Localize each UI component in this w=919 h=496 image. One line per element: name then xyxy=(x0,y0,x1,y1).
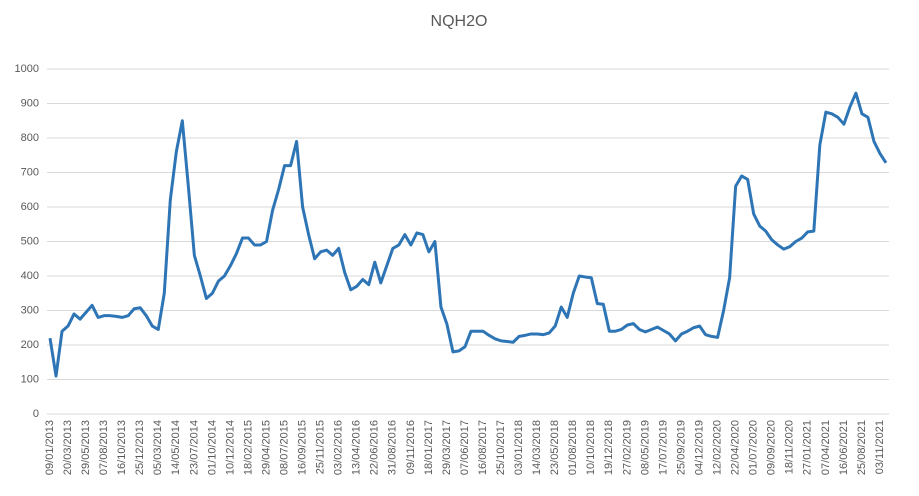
data-line xyxy=(48,91,888,378)
y-tick-label: 700 xyxy=(21,166,39,178)
x-tick-label: 31/08/2016 xyxy=(387,420,399,475)
y-tick-label: 900 xyxy=(21,97,39,109)
y-tick-label: 400 xyxy=(21,270,39,282)
x-tick-label: 03/02/2016 xyxy=(333,420,345,475)
x-tick-label: 07/06/2017 xyxy=(459,420,471,475)
x-tick-label: 25/12/2013 xyxy=(134,420,146,475)
y-tick-label: 800 xyxy=(21,132,39,144)
x-tick-label: 16/08/2017 xyxy=(477,420,489,475)
y-tick-label: 0 xyxy=(33,408,39,420)
x-tick-label: 17/07/2019 xyxy=(657,420,669,475)
x-tick-label: 03/11/2021 xyxy=(874,420,886,474)
y-tick-label: 600 xyxy=(21,201,39,213)
x-tick-label: 09/09/2020 xyxy=(766,420,778,475)
x-tick-label: 18/11/2020 xyxy=(784,420,796,474)
x-tick-label: 07/08/2013 xyxy=(98,420,110,475)
x-tick-label: 22/06/2016 xyxy=(369,420,381,475)
x-tick-label: 25/11/2015 xyxy=(315,420,327,474)
x-tick-label: 01/10/2014 xyxy=(206,420,218,475)
x-tick-label: 10/12/2014 xyxy=(224,420,236,475)
y-tick-label: 200 xyxy=(21,339,39,351)
x-tick-label: 25/10/2017 xyxy=(495,420,507,475)
x-tick-label: 09/11/2016 xyxy=(405,420,417,474)
x-tick-label: 08/05/2019 xyxy=(639,420,651,475)
y-tick-label: 1000 xyxy=(15,63,39,75)
x-tick-label: 04/12/2019 xyxy=(693,420,705,475)
x-tick-label: 19/12/2018 xyxy=(603,420,615,475)
x-tick-label: 20/03/2013 xyxy=(62,420,74,475)
x-tick-label: 01/07/2020 xyxy=(748,420,760,475)
x-tick-label: 13/04/2016 xyxy=(351,420,363,475)
x-tick-label: 25/09/2019 xyxy=(675,420,687,475)
chart-title: NQH2O xyxy=(431,13,488,30)
x-tick-label: 23/05/2018 xyxy=(549,420,561,475)
x-tick-label: 05/03/2014 xyxy=(152,420,164,475)
x-tick-label: 09/01/2013 xyxy=(44,420,56,475)
x-tick-label: 18/01/2017 xyxy=(423,420,435,475)
y-tick-label: 300 xyxy=(21,304,39,316)
x-tick-label: 01/08/2018 xyxy=(567,420,579,475)
x-tick-label: 12/02/2020 xyxy=(711,420,723,475)
y-tick-label: 500 xyxy=(21,235,39,247)
x-tick-label: 10/10/2018 xyxy=(585,420,597,475)
x-tick-label: 16/06/2021 xyxy=(838,420,850,475)
x-tick-label: 14/05/2014 xyxy=(170,420,182,475)
x-tick-label: 25/08/2021 xyxy=(856,420,868,475)
x-tick-label: 23/07/2014 xyxy=(188,420,200,475)
x-tick-label: 07/04/2021 xyxy=(820,420,832,475)
x-tick-label: 29/04/2015 xyxy=(260,420,272,475)
x-tick-label: 08/07/2015 xyxy=(278,420,290,475)
x-tick-label: 16/10/2013 xyxy=(116,420,128,475)
x-tick-label: 27/02/2019 xyxy=(621,420,633,475)
x-tick-label: 14/03/2018 xyxy=(531,420,543,475)
x-tick-label: 29/03/2017 xyxy=(441,420,453,475)
y-tick-label: 100 xyxy=(21,373,39,385)
x-tick-label: 22/04/2020 xyxy=(730,420,742,475)
x-tick-label: 16/09/2015 xyxy=(297,420,309,475)
x-tick-label: 03/01/2018 xyxy=(513,420,525,475)
x-tick-label: 18/02/2015 xyxy=(242,420,254,475)
x-tick-label: 27/01/2021 xyxy=(802,420,814,475)
x-tick-label: 29/05/2013 xyxy=(80,420,92,475)
